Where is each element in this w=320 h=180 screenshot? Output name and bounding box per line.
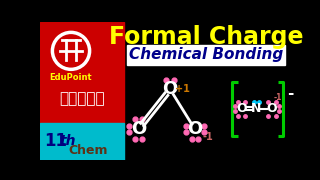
Text: Chem: Chem (68, 144, 108, 157)
Text: EduPoint: EduPoint (50, 73, 92, 82)
Text: Chemical Bonding: Chemical Bonding (129, 47, 283, 62)
Text: -1: -1 (202, 132, 213, 142)
Text: O: O (236, 102, 247, 115)
Text: Formal Charge: Formal Charge (108, 25, 303, 49)
Text: N: N (251, 102, 261, 115)
Text: O: O (131, 120, 146, 138)
Text: +1: +1 (175, 84, 190, 94)
Text: -1: -1 (274, 93, 282, 102)
Text: O: O (163, 80, 178, 98)
Text: हिंदी: हिंदी (59, 91, 105, 106)
Bar (127, 45, 285, 65)
Text: th: th (60, 134, 76, 148)
Bar (40, 123, 124, 160)
Text: O: O (267, 102, 277, 115)
Text: 11: 11 (44, 132, 67, 150)
Text: O: O (188, 120, 203, 138)
Bar (40, 22, 124, 123)
Text: -: - (287, 86, 294, 100)
